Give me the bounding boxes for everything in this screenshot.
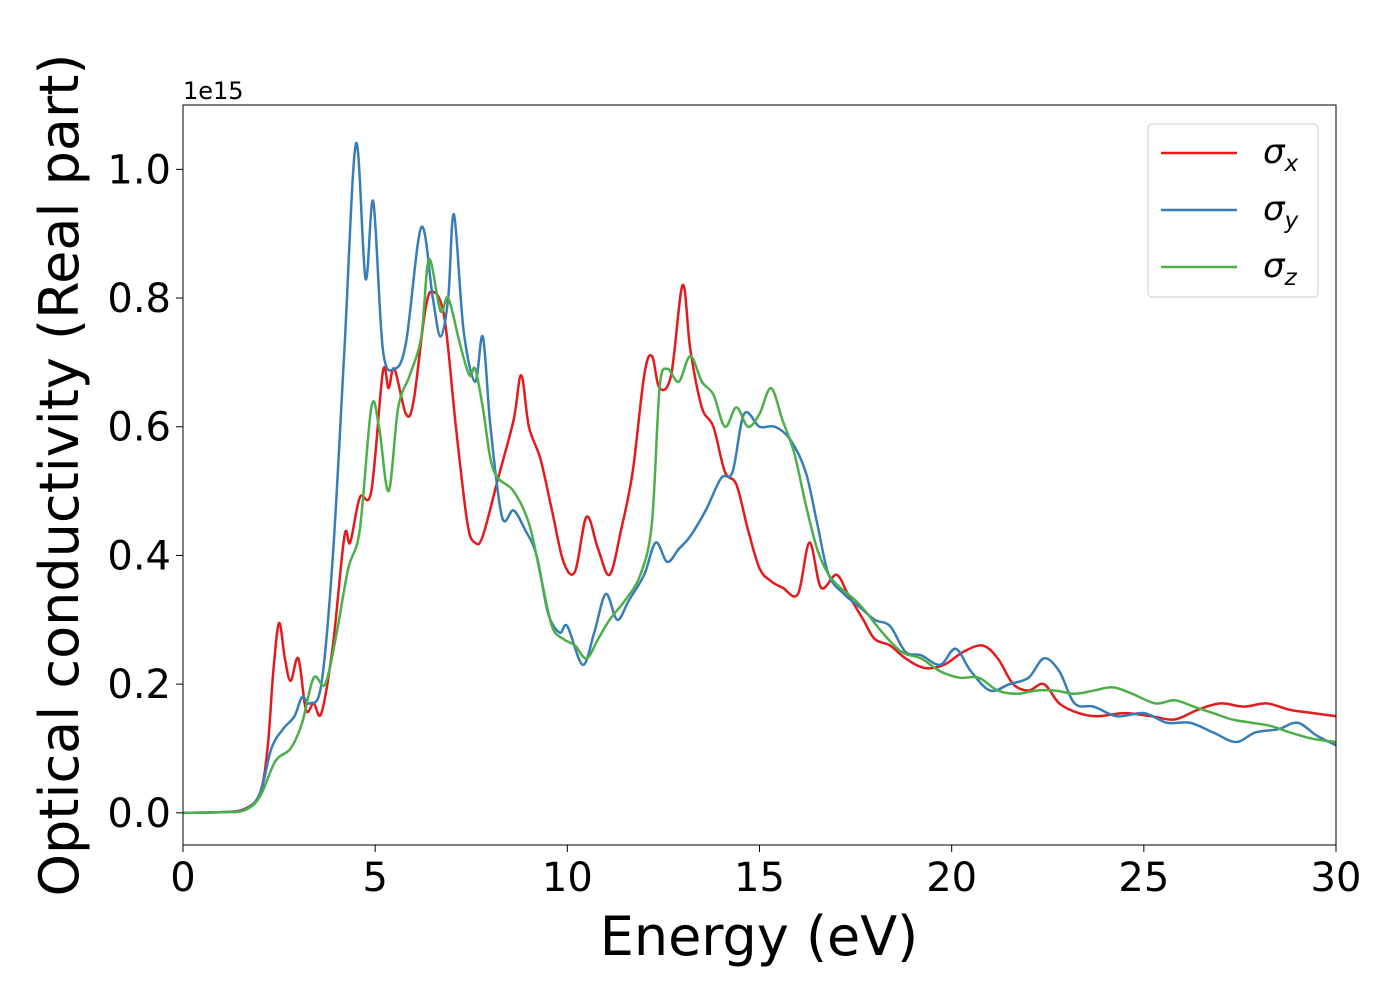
legend: σx σy σz [1147, 123, 1319, 298]
x-tick-label: 5 [362, 855, 387, 901]
x-tick-label: 20 [926, 855, 977, 901]
y-tick-label: 0.2 [107, 662, 171, 708]
x-tick-label: 25 [1118, 855, 1169, 901]
y-tick-label: 0.0 [107, 791, 171, 837]
y-tick-label: 1.0 [107, 147, 171, 193]
series-layer [182, 142, 1337, 815]
x-axis: 0 5 10 15 20 25 30 [170, 845, 1361, 901]
series-line-x [182, 283, 1337, 815]
legend-label-y: σy [1263, 189, 1299, 234]
y-tick-label: 0.8 [107, 276, 171, 322]
x-tick-label: 30 [1311, 855, 1362, 901]
series-line-y [182, 142, 1337, 815]
y-offset-text: 1e15 [183, 77, 244, 105]
legend-label-z: σz [1263, 246, 1298, 291]
legend-label-x: σx [1263, 132, 1299, 177]
x-tick-label: 15 [734, 855, 785, 901]
x-tick-label: 0 [170, 855, 195, 901]
series-line-z [182, 258, 1337, 815]
y-tick-label: 0.6 [107, 405, 171, 451]
y-axis: 0.0 0.2 0.4 0.6 0.8 1.0 [107, 147, 183, 837]
x-tick-label: 10 [542, 855, 593, 901]
y-tick-label: 0.4 [107, 533, 171, 579]
y-axis-label: Optical conductivity (Real part) [28, 54, 91, 897]
x-axis-label: Energy (eV) [600, 905, 919, 968]
